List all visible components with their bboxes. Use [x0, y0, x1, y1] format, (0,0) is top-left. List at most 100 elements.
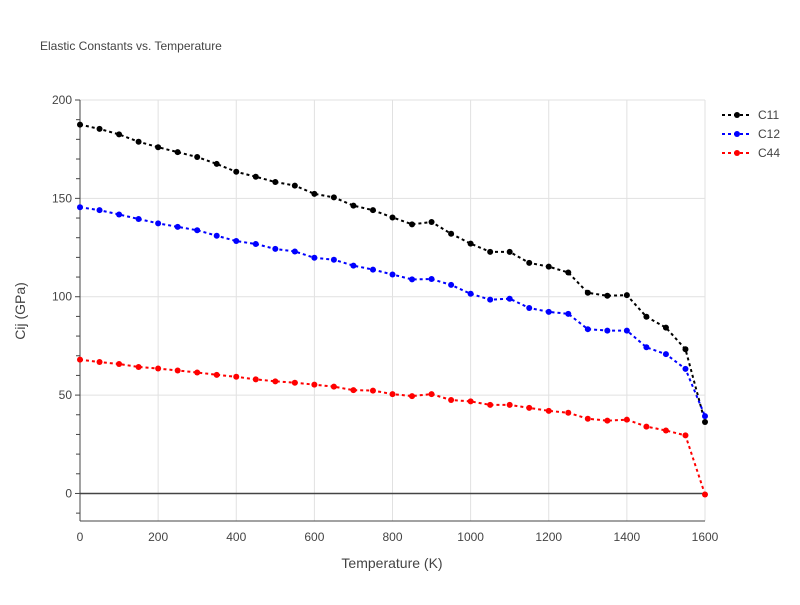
data-point[interactable] — [487, 401, 494, 408]
data-point[interactable] — [174, 367, 181, 374]
data-point[interactable] — [213, 371, 220, 378]
data-point[interactable] — [623, 416, 630, 423]
legend-item-C12[interactable]: C12 — [722, 127, 780, 141]
data-point[interactable] — [448, 281, 455, 288]
data-point[interactable] — [311, 254, 318, 261]
data-point[interactable] — [526, 259, 533, 266]
data-point[interactable] — [389, 271, 396, 278]
data-point[interactable] — [584, 326, 591, 333]
data-point[interactable] — [135, 363, 142, 370]
data-point[interactable] — [291, 379, 298, 386]
series-C44[interactable] — [77, 356, 708, 498]
data-point[interactable] — [272, 245, 279, 252]
data-point[interactable] — [116, 361, 123, 368]
data-point[interactable] — [389, 214, 396, 221]
data-point[interactable] — [487, 296, 494, 303]
data-point[interactable] — [155, 220, 162, 227]
data-point[interactable] — [643, 344, 650, 351]
data-point[interactable] — [487, 248, 494, 255]
data-point[interactable] — [330, 383, 337, 390]
data-point[interactable] — [584, 289, 591, 296]
data-point[interactable] — [565, 310, 572, 317]
data-point[interactable] — [252, 376, 259, 383]
data-point[interactable] — [291, 182, 298, 189]
data-point[interactable] — [291, 248, 298, 255]
data-point[interactable] — [174, 149, 181, 156]
data-point[interactable] — [252, 173, 259, 180]
data-point[interactable] — [643, 423, 650, 430]
data-point[interactable] — [194, 154, 201, 161]
data-point[interactable] — [448, 230, 455, 237]
data-point[interactable] — [330, 256, 337, 263]
data-point[interactable] — [350, 262, 357, 269]
data-point[interactable] — [409, 276, 416, 283]
data-point[interactable] — [272, 378, 279, 385]
data-point[interactable] — [233, 373, 240, 380]
data-point[interactable] — [506, 295, 513, 302]
data-point[interactable] — [174, 223, 181, 230]
data-point[interactable] — [545, 308, 552, 315]
data-point[interactable] — [428, 276, 435, 283]
data-point[interactable] — [369, 207, 376, 214]
data-point[interactable] — [565, 409, 572, 416]
data-point[interactable] — [545, 407, 552, 414]
data-point[interactable] — [350, 202, 357, 209]
data-point[interactable] — [702, 491, 708, 498]
data-point[interactable] — [409, 393, 416, 400]
data-point[interactable] — [428, 391, 435, 398]
data-point[interactable] — [96, 359, 103, 366]
legend[interactable]: C11 C12 C44 — [722, 108, 780, 160]
data-point[interactable] — [369, 266, 376, 273]
data-point[interactable] — [330, 194, 337, 201]
data-point[interactable] — [213, 232, 220, 239]
data-point[interactable] — [702, 419, 708, 426]
data-point[interactable] — [428, 218, 435, 225]
data-point[interactable] — [252, 241, 259, 248]
series-C12[interactable] — [77, 204, 708, 420]
data-point[interactable] — [702, 413, 708, 420]
data-point[interactable] — [682, 346, 689, 353]
data-point[interactable] — [389, 391, 396, 398]
data-point[interactable] — [233, 168, 240, 175]
data-point[interactable] — [467, 290, 474, 297]
data-point[interactable] — [604, 417, 611, 424]
data-point[interactable] — [213, 160, 220, 167]
data-point[interactable] — [682, 365, 689, 372]
data-point[interactable] — [545, 263, 552, 270]
data-point[interactable] — [526, 304, 533, 311]
data-point[interactable] — [448, 397, 455, 404]
data-point[interactable] — [584, 415, 591, 422]
data-point[interactable] — [96, 207, 103, 214]
data-point[interactable] — [311, 190, 318, 197]
legend-item-C11[interactable]: C11 — [722, 108, 779, 122]
data-point[interactable] — [467, 398, 474, 405]
data-point[interactable] — [311, 381, 318, 388]
data-point[interactable] — [526, 404, 533, 411]
data-point[interactable] — [604, 327, 611, 334]
data-point[interactable] — [662, 427, 669, 434]
data-point[interactable] — [623, 292, 630, 299]
data-point[interactable] — [604, 292, 611, 299]
data-point[interactable] — [77, 356, 83, 363]
data-point[interactable] — [233, 238, 240, 245]
data-point[interactable] — [155, 365, 162, 372]
data-point[interactable] — [623, 327, 630, 334]
data-point[interactable] — [155, 144, 162, 151]
data-point[interactable] — [194, 369, 201, 376]
data-point[interactable] — [135, 216, 142, 223]
data-point[interactable] — [77, 204, 83, 211]
data-point[interactable] — [662, 351, 669, 358]
data-point[interactable] — [350, 387, 357, 394]
data-point[interactable] — [565, 269, 572, 276]
data-point[interactable] — [77, 121, 83, 128]
data-point[interactable] — [409, 221, 416, 228]
data-point[interactable] — [467, 240, 474, 247]
data-point[interactable] — [506, 248, 513, 255]
series-C11[interactable] — [77, 121, 708, 426]
data-point[interactable] — [369, 387, 376, 394]
data-point[interactable] — [662, 324, 669, 331]
data-point[interactable] — [506, 401, 513, 408]
data-point[interactable] — [643, 313, 650, 320]
data-point[interactable] — [272, 179, 279, 186]
data-point[interactable] — [682, 432, 689, 439]
